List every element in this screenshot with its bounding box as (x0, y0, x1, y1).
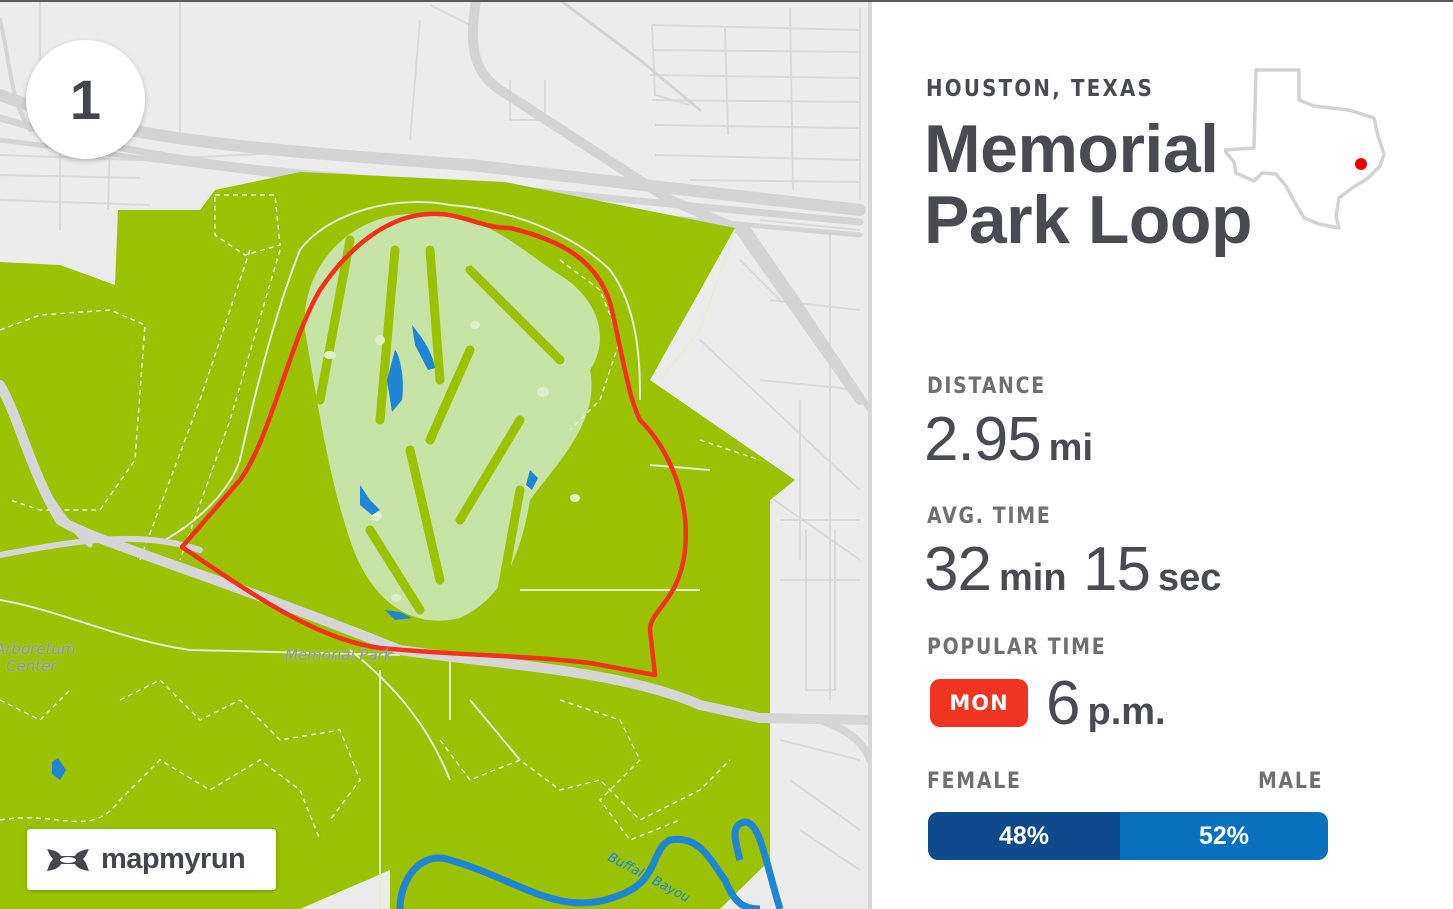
avg-time-sec-unit: sec (1157, 557, 1222, 599)
route-title-line-2: Park Loop (924, 182, 1253, 258)
location-marker (1355, 158, 1367, 170)
male-share: 52% (1120, 812, 1328, 860)
location-label: HOUSTON, TEXAS (926, 76, 1155, 102)
map-label-memorial-park: Memorial Park (285, 646, 393, 664)
male-label: MALE (1258, 769, 1324, 794)
top-border (0, 0, 1453, 2)
mapmyrun-logo[interactable]: mapmyrun (27, 829, 276, 890)
running-route[interactable] (179, 211, 688, 678)
memorial-drive (0, 380, 870, 764)
map-label-center: Center (6, 657, 57, 675)
brand-name: mapmyrun (101, 843, 246, 875)
popular-hour: 6 (1046, 669, 1080, 738)
texas-outline-icon (1224, 68, 1386, 230)
park-paths (0, 201, 736, 909)
ponds (52, 325, 538, 780)
female-share: 48% (928, 812, 1120, 860)
route-map[interactable]: Memorial Park Arboretum Center Buffalo B… (0, 0, 870, 909)
popular-day-badge: MON (930, 679, 1028, 727)
panel-divider (868, 0, 872, 909)
rank-badge: 1 (26, 40, 145, 159)
avg-time-label: AVG. TIME (927, 504, 1052, 529)
greens (324, 321, 580, 602)
route-title: Memorial Park Loop (924, 114, 1304, 256)
distance-number: 2.95 (924, 405, 1042, 474)
map-label-arboretum: Arboretum (0, 640, 76, 658)
popular-time-value: MON 6 p.m. (930, 668, 1166, 739)
female-label: FEMALE (927, 769, 1022, 794)
avg-time-value: 32 min 15 sec (924, 534, 1221, 605)
fairway-separators (315, 235, 565, 615)
trails (0, 194, 761, 841)
avg-time-minutes: 32 (924, 535, 992, 604)
avg-time-seconds: 15 (1082, 535, 1151, 604)
route-title-line-1: Memorial (924, 111, 1219, 187)
map-canvas[interactable] (0, 0, 870, 909)
popular-time-label: POPULAR TIME (927, 635, 1107, 660)
under-armour-logo-icon (47, 848, 89, 871)
route-info-panel: HOUSTON, TEXAS Memorial Park Loop DISTAN… (872, 0, 1453, 909)
avg-time-min-unit: min (998, 557, 1067, 599)
distance-unit: mi (1048, 427, 1094, 469)
distance-value: 2.95 mi (924, 404, 1093, 475)
distance-label: DISTANCE (927, 374, 1046, 399)
buffalo-bayou (396, 818, 784, 909)
popular-period: p.m. (1087, 691, 1166, 733)
gender-split-bar: 48% 52% (928, 812, 1328, 860)
